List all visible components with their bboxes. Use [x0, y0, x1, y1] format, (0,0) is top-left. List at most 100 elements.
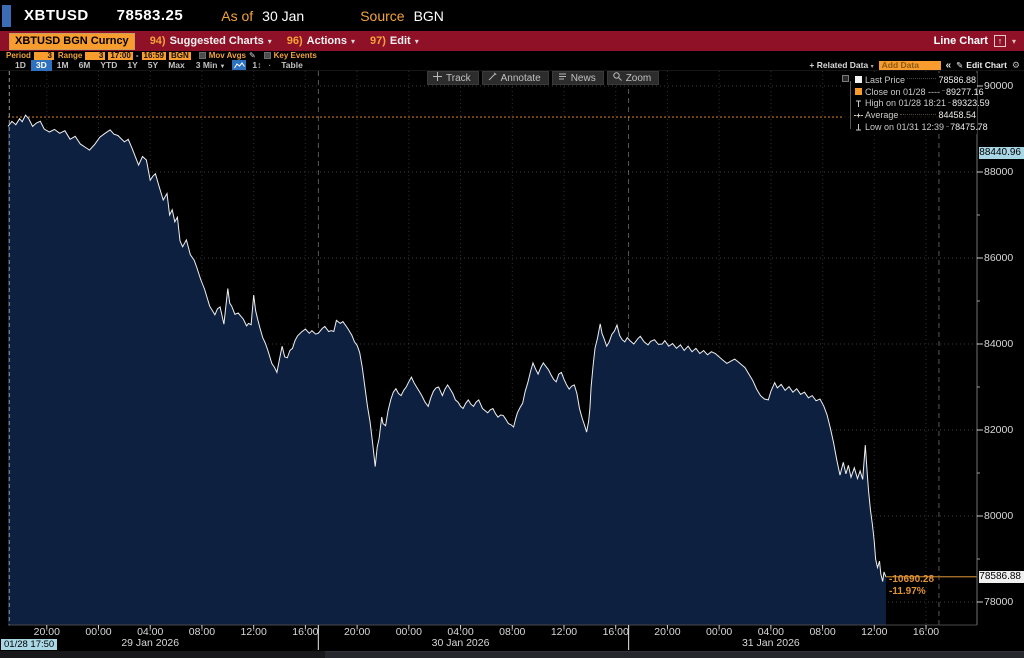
- zoom-icon: [613, 72, 622, 84]
- price-source-chip[interactable]: BGN: [168, 50, 191, 60]
- y-axis-label: 86000: [984, 252, 1014, 264]
- pencil-icon: ✎: [956, 59, 964, 70]
- track-button[interactable]: Track: [427, 71, 479, 85]
- x-axis-label: 16:00: [912, 626, 940, 638]
- mov-avgs-checkbox[interactable]: [198, 52, 206, 59]
- y-axis-label: 84000: [984, 338, 1014, 350]
- range-tab-ytd[interactable]: YTD: [100, 59, 118, 70]
- legend-row-low[interactable]: Low on 01/31 12:39 78475.78: [854, 121, 988, 133]
- menu-suggested-charts[interactable]: 94) Suggested Charts ▾: [149, 35, 272, 47]
- axis-scale-toggle[interactable]: 1↕: [252, 60, 262, 70]
- panel-indicator: [2, 4, 11, 27]
- security-chip[interactable]: XBTUSD BGN Curncy: [9, 32, 135, 50]
- news-icon: [558, 72, 567, 84]
- edit-chart-button[interactable]: ✎ Edit Chart: [956, 59, 1007, 71]
- zoom-button[interactable]: Zoom: [606, 71, 660, 85]
- chart-toolbar: Track Annotate News Zoom: [427, 71, 660, 85]
- change-absolute: -10690.28: [889, 574, 935, 585]
- chevron-down-icon: ▾: [870, 64, 874, 70]
- menu-edit[interactable]: 97) Edit ▾: [370, 35, 419, 47]
- x-axis-label: 00:00: [395, 626, 422, 638]
- range-input[interactable]: 3: [85, 51, 106, 60]
- track-time-readout: 01/28 17:50: [1, 639, 58, 650]
- x-axis-label: 20:00: [33, 626, 60, 638]
- low-marker-icon: [854, 123, 865, 132]
- track-price-readout: 88440.96: [979, 147, 1024, 160]
- nav-dot: ·: [268, 60, 272, 70]
- add-data-input[interactable]: Add Data: [878, 60, 941, 70]
- x-axis-label: 12:00: [240, 626, 267, 638]
- period-input[interactable]: 3: [33, 51, 54, 60]
- legend-row-last[interactable]: Last Price 78586.88: [854, 74, 976, 86]
- y-axis-label: 88000: [984, 166, 1014, 178]
- chart-type-label[interactable]: Line Chart: [933, 35, 988, 47]
- related-data-button[interactable]: + Related Data ▾: [809, 60, 874, 70]
- asof-value: 30 Jan: [262, 7, 305, 24]
- x-axis-label: 08:00: [809, 626, 836, 638]
- range-tab-5y[interactable]: 5Y: [147, 59, 159, 70]
- x-axis-label: 00:00: [706, 626, 733, 638]
- range-tab-1y[interactable]: 1Y: [127, 59, 138, 70]
- export-icon[interactable]: ↑: [993, 35, 1006, 47]
- change-percent: -11.97%: [889, 585, 926, 597]
- x-axis-label: 20:00: [343, 626, 371, 638]
- news-button[interactable]: News: [551, 71, 604, 85]
- settings-row: Period 3 Range 3 17:00 - 16:59 BGN Mov A…: [0, 51, 1024, 60]
- bottom-edge-right: [325, 651, 1024, 658]
- pencil-icon[interactable]: ✎: [248, 51, 256, 60]
- x-axis-label: 00:00: [85, 626, 112, 638]
- range-tab-1m[interactable]: 1M: [56, 59, 69, 70]
- period-label: Period: [6, 51, 31, 60]
- menu-bar: XBTUSD BGN Curncy 94) Suggested Charts ▾ 96…: [0, 31, 1024, 51]
- gear-icon[interactable]: ⚙: [1011, 59, 1020, 70]
- x-axis-label: 12:00: [861, 626, 888, 638]
- time-end-input[interactable]: 16:59: [141, 50, 166, 60]
- time-dash: -: [135, 51, 139, 60]
- key-events-label: Key Events: [273, 51, 317, 60]
- change-annotation: -10690.28 -11.97%: [889, 574, 934, 597]
- range-tab-6m[interactable]: 6M: [78, 59, 91, 70]
- legend-row-close[interactable]: Close on 01/28 ---- 89277.16: [854, 86, 984, 98]
- chevron-down-icon: ▼: [219, 64, 226, 70]
- ticker-symbol: XBTUSD: [24, 7, 89, 24]
- table-button[interactable]: Table: [281, 60, 303, 70]
- x-axis-label: 04:00: [137, 626, 164, 638]
- chart-legend: Last Price 78586.88 Close on 01/28 ---- 892…: [842, 73, 990, 134]
- range-tab-3d[interactable]: 3D: [30, 59, 52, 71]
- range-label: Range: [57, 51, 83, 60]
- interval-select[interactable]: 3 Min ▼: [195, 60, 226, 70]
- annotate-icon: [488, 72, 497, 84]
- source-value: BGN: [413, 7, 444, 24]
- x-axis-label: 04:00: [447, 626, 474, 638]
- chevron-down-icon[interactable]: ▾: [1011, 36, 1016, 46]
- time-start-input[interactable]: 17:00: [108, 50, 133, 60]
- bottom-edge-left: [0, 651, 325, 658]
- y-axis-label: 82000: [984, 424, 1014, 436]
- range-tab-1d[interactable]: 1D: [15, 59, 26, 70]
- y-axis-label: 90000: [984, 80, 1014, 92]
- asof-label: As of: [221, 7, 254, 24]
- legend-row-avg[interactable]: Average 84458.54: [854, 109, 976, 121]
- collapse-panel-icon[interactable]: «: [945, 59, 952, 71]
- y-axis-label: 80000: [984, 510, 1014, 522]
- x-axis-date-label: 31 Jan 2026: [741, 637, 800, 649]
- x-axis-date-label: 30 Jan 2026: [431, 637, 490, 649]
- annotate-button[interactable]: Annotate: [481, 71, 549, 85]
- high-marker-icon: [854, 99, 865, 108]
- mov-avgs-label: Mov Avgs: [208, 51, 246, 60]
- range-tab-max[interactable]: Max: [168, 59, 185, 70]
- header-last-price: 78583.25: [116, 7, 184, 24]
- y-axis-label: 78000: [984, 596, 1014, 608]
- key-events-checkbox[interactable]: [263, 52, 271, 59]
- legend-row-high[interactable]: High on 01/28 18:21 89323.59: [854, 98, 990, 110]
- x-axis-label: 16:00: [602, 626, 629, 638]
- x-axis-label: 04:00: [757, 626, 784, 638]
- x-axis-label: 20:00: [654, 626, 681, 638]
- last-marker-icon: [854, 75, 865, 84]
- x-axis-label: 16:00: [292, 626, 319, 638]
- line-chart-toggle-icon[interactable]: [232, 60, 247, 70]
- bottom-window-edge: [0, 651, 1024, 658]
- menu-actions[interactable]: 96) Actions ▾: [286, 35, 356, 47]
- x-axis-label: 12:00: [550, 626, 578, 638]
